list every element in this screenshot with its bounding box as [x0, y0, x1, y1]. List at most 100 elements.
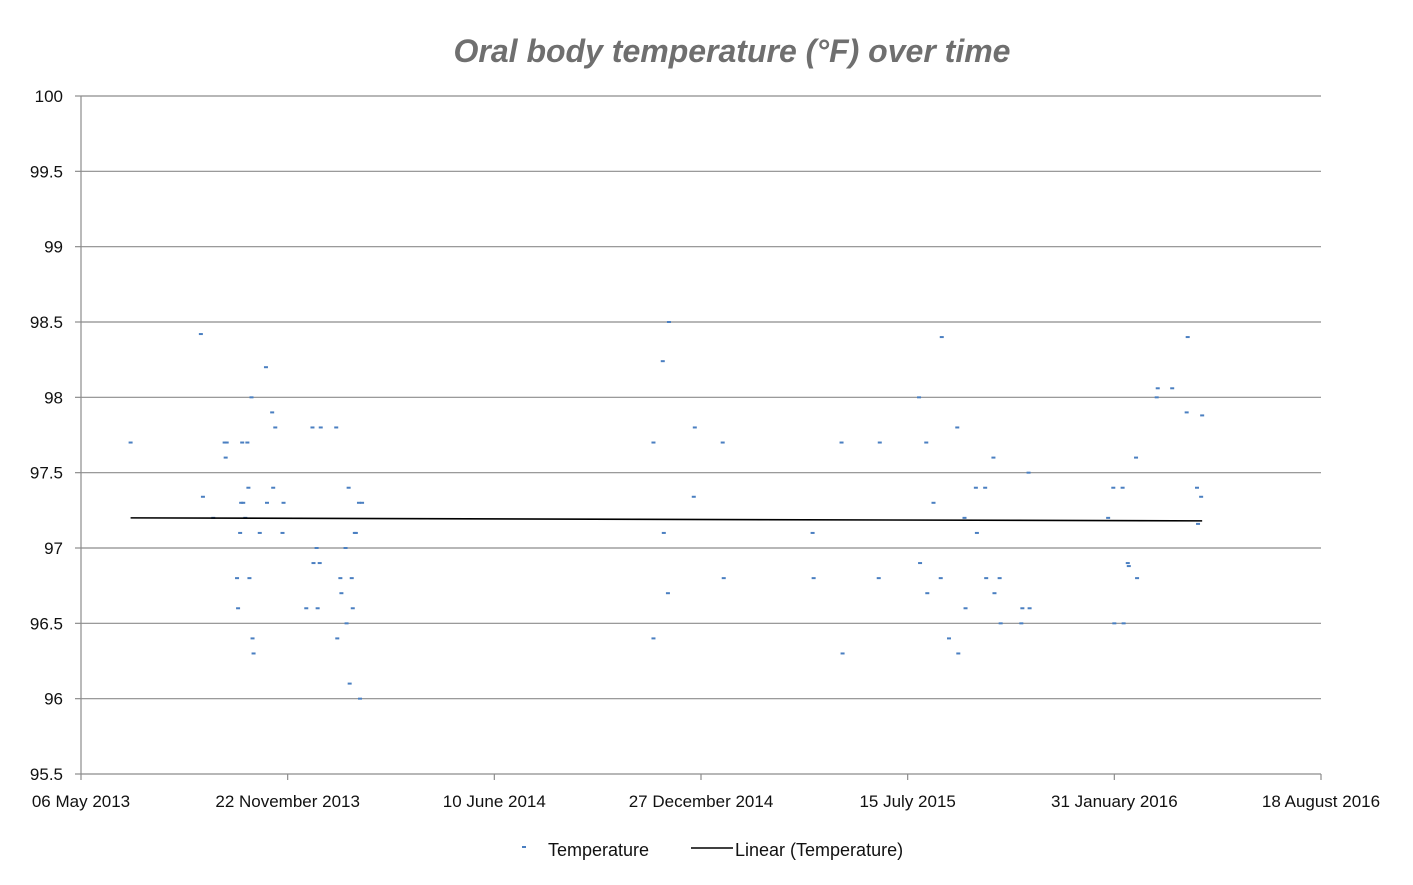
axes — [80, 96, 1322, 780]
data-point — [666, 321, 671, 323]
data-point — [651, 441, 656, 444]
data-point — [1126, 565, 1131, 568]
data-point — [992, 592, 997, 595]
data-point — [1125, 562, 1130, 565]
y-tick-label: 97.5 — [30, 464, 63, 483]
data-point — [720, 441, 725, 444]
data-point — [665, 592, 670, 595]
data-point — [1026, 471, 1031, 474]
data-point — [691, 495, 696, 498]
data-point — [350, 607, 355, 610]
legend: Temperature Linear (Temperature) — [522, 840, 903, 860]
data-point — [273, 426, 278, 429]
data-point — [947, 637, 951, 640]
data-point — [334, 426, 339, 429]
y-tick-labels: 95.5 96 96.5 97 97.5 98 98.5 99 99.5 100 — [30, 87, 63, 784]
data-point — [247, 577, 252, 580]
data-point — [876, 577, 881, 580]
data-point — [1184, 411, 1189, 414]
data-point — [938, 577, 943, 580]
data-point — [1106, 516, 1111, 519]
legend-label-temperature: Temperature — [548, 840, 649, 860]
data-point — [239, 501, 244, 504]
data-point — [1154, 396, 1159, 399]
data-point — [249, 396, 254, 399]
x-tick-label: 27 December 2014 — [629, 792, 774, 811]
data-point — [241, 501, 246, 504]
x-tick-label: 22 November 2013 — [215, 792, 360, 811]
linear-trendline — [130, 517, 1203, 522]
data-point — [984, 577, 989, 580]
data-point — [349, 577, 354, 580]
data-point — [973, 486, 978, 489]
data-point — [235, 577, 240, 580]
y-tick-label: 96.5 — [30, 614, 63, 633]
data-point — [1020, 607, 1025, 610]
y-tick-label: 99.5 — [30, 162, 63, 181]
data-point — [1121, 622, 1126, 625]
data-point — [962, 516, 967, 519]
data-point — [997, 577, 1002, 580]
data-point — [931, 501, 936, 504]
legend-marker-temperature — [522, 846, 526, 848]
x-tick-label: 18 August 2016 — [1262, 792, 1380, 811]
data-point — [347, 682, 352, 685]
data-point — [224, 441, 229, 444]
y-tick-label: 100 — [35, 87, 63, 106]
data-point — [246, 486, 251, 489]
data-point — [236, 607, 241, 610]
data-point — [1185, 336, 1190, 339]
y-tick-label: 97 — [44, 539, 63, 558]
data-point — [240, 441, 245, 444]
data-point — [963, 607, 968, 610]
data-point — [317, 562, 322, 565]
data-point — [918, 562, 923, 565]
x-tick-label: 10 June 2014 — [443, 792, 546, 811]
data-point — [200, 495, 205, 498]
data-point — [1120, 486, 1125, 489]
y-tick-label: 96 — [44, 690, 63, 709]
data-point — [346, 486, 351, 489]
data-point — [257, 531, 262, 534]
data-point — [358, 697, 362, 700]
data-point — [991, 456, 996, 459]
data-point — [251, 652, 256, 655]
data-point — [281, 501, 286, 504]
data-point — [343, 547, 348, 549]
data-point — [660, 360, 665, 363]
data-point — [304, 607, 309, 610]
data-point — [1170, 387, 1175, 390]
data-point — [955, 426, 960, 429]
data-point — [265, 501, 269, 504]
data-point — [263, 366, 268, 369]
y-tick-label: 98 — [44, 388, 63, 407]
data-point — [839, 441, 844, 444]
data-point — [1200, 414, 1205, 417]
data-point — [223, 456, 228, 459]
data-point — [651, 637, 656, 640]
data-point — [128, 441, 133, 444]
data-point — [939, 336, 944, 339]
data-point — [925, 592, 930, 595]
x-tick-labels: 06 May 2013 22 November 2013 10 June 2014 2… — [32, 792, 1380, 811]
data-point — [692, 426, 697, 429]
data-point — [318, 426, 323, 429]
x-tick-label: 06 May 2013 — [32, 792, 130, 811]
data-point — [314, 547, 319, 549]
data-point — [1111, 486, 1116, 489]
data-point — [974, 531, 979, 534]
data-point — [222, 441, 227, 444]
data-point — [310, 426, 315, 429]
data-point — [311, 562, 316, 565]
data-point — [335, 637, 340, 640]
data-point — [810, 531, 815, 534]
data-point — [1134, 456, 1139, 459]
data-point — [245, 441, 250, 444]
data-point — [360, 501, 365, 504]
data-point — [250, 637, 255, 640]
temperature-series — [128, 321, 1205, 700]
y-tick-label: 95.5 — [30, 765, 63, 784]
data-point — [353, 531, 358, 534]
data-point — [339, 592, 344, 595]
